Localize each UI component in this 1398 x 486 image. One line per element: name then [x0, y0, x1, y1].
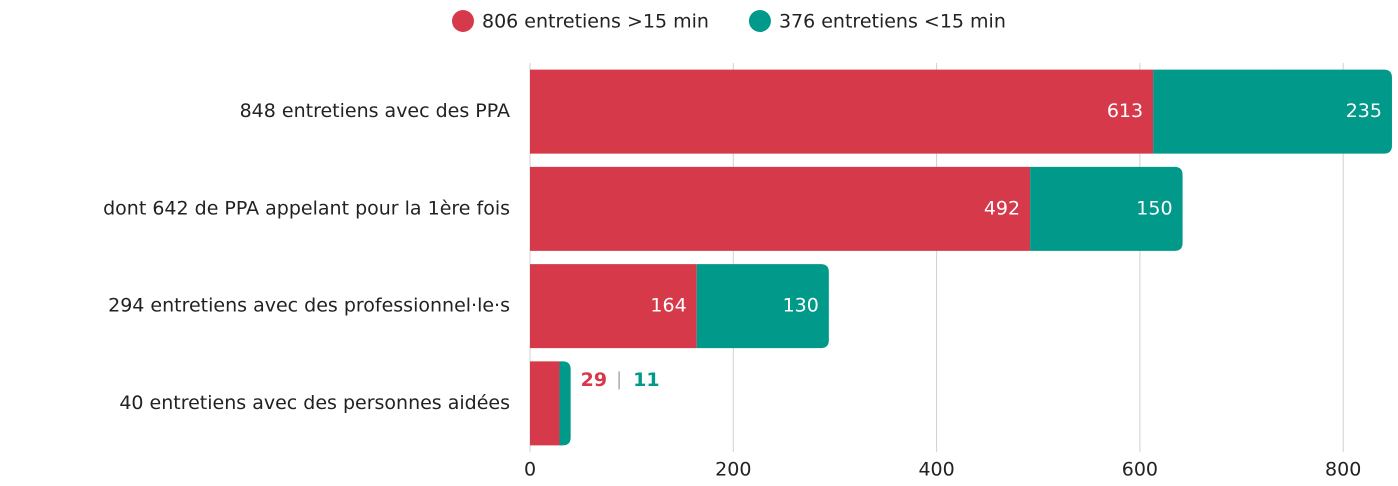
bar-segment	[530, 166, 1031, 251]
x-tick-label: 400	[918, 459, 954, 481]
x-tick-label: 800	[1325, 459, 1361, 481]
y-tick-label: 40 entretiens avec des personnes aidées	[119, 392, 510, 414]
value-label: 492	[984, 197, 1020, 219]
value-label: 130	[783, 295, 819, 317]
x-tick-label: 200	[715, 459, 751, 481]
bar-segment	[559, 361, 571, 446]
bar-segment	[1153, 69, 1392, 154]
value-label: 235	[1346, 100, 1382, 122]
value-label: 29	[581, 369, 607, 391]
y-tick-label: 848 entretiens avec des PPA	[240, 100, 510, 122]
bar-segment	[530, 264, 697, 349]
y-tick-label: 294 entretiens avec des professionnel·le…	[108, 295, 510, 317]
legend-swatch	[452, 10, 474, 32]
value-label: 150	[1136, 197, 1172, 219]
y-tick-label: dont 642 de PPA appelant pour la 1ère fo…	[103, 197, 510, 219]
bar-segment	[530, 361, 560, 446]
value-label: 11	[633, 369, 659, 391]
value-label: 613	[1107, 100, 1143, 122]
x-tick-label: 600	[1122, 459, 1158, 481]
legend-label: 376 entretiens <15 min	[779, 11, 1006, 33]
legend-swatch	[748, 10, 771, 32]
value-label: 164	[650, 295, 686, 317]
bar-segment	[696, 264, 829, 349]
x-tick-label: 0	[524, 459, 536, 481]
bar-segment	[1030, 166, 1183, 251]
legend-label: 806 entretiens >15 min	[482, 11, 709, 33]
bar-segment	[530, 69, 1154, 154]
